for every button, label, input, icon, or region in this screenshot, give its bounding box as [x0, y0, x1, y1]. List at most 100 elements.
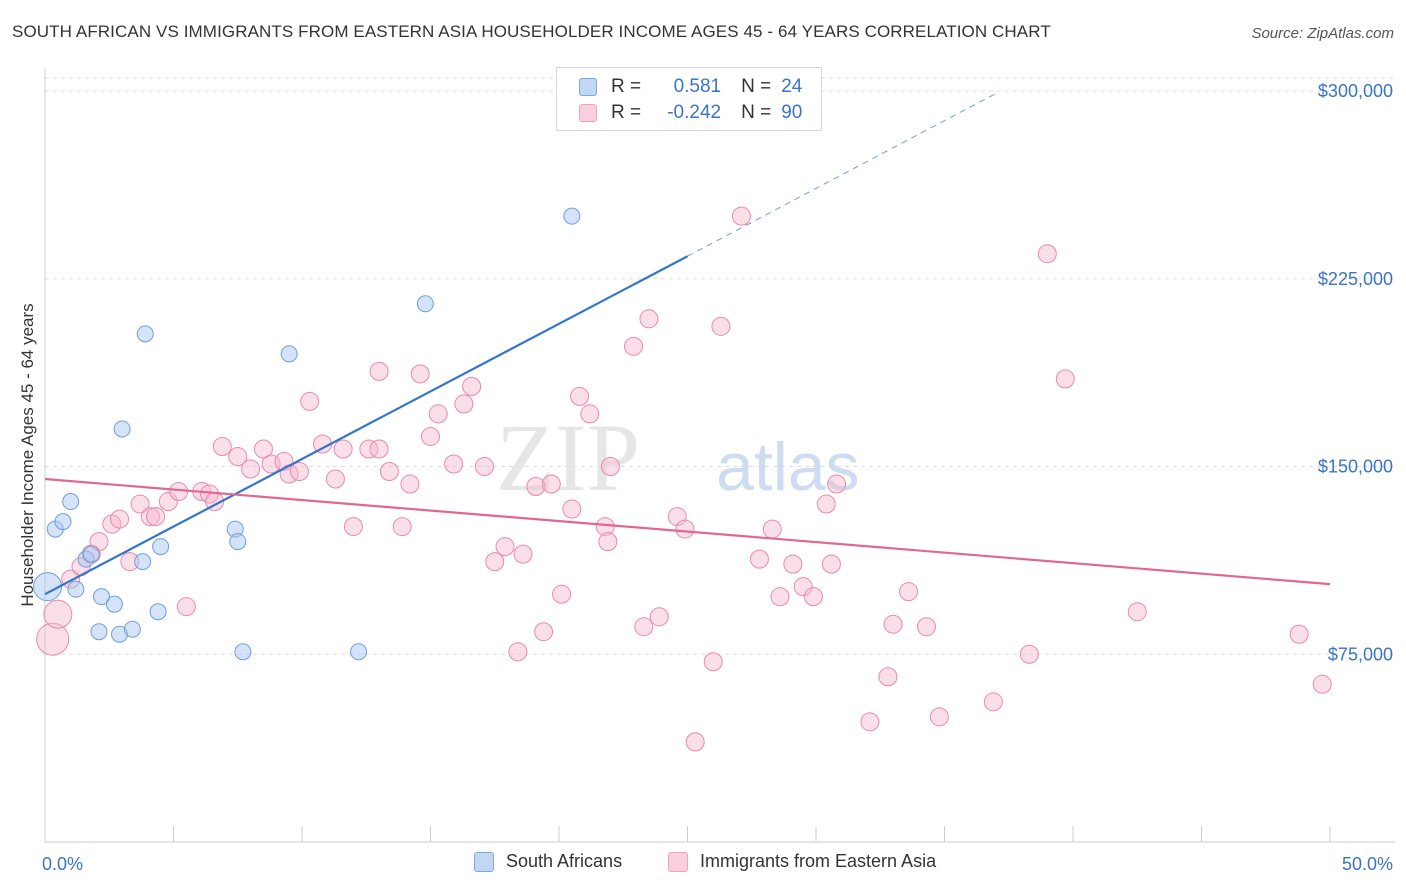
data-point-eastern-asia: [289, 462, 309, 482]
data-point-eastern-asia: [783, 554, 803, 574]
data-point-eastern-asia: [803, 587, 823, 607]
data-point-eastern-asia: [325, 469, 345, 489]
data-point-south-africans: [152, 538, 170, 556]
n-value: 90: [781, 102, 803, 123]
y-tick-label: $300,000: [1318, 81, 1393, 101]
data-point-eastern-asia: [1127, 602, 1147, 622]
data-point-eastern-asia: [36, 622, 70, 656]
data-point-south-africans: [416, 295, 434, 313]
data-point-eastern-asia: [444, 454, 464, 474]
data-point-eastern-asia: [600, 457, 620, 476]
y-tick-label: $150,000: [1318, 457, 1393, 477]
data-point-south-africans: [62, 493, 80, 511]
data-point-eastern-asia: [570, 386, 590, 406]
trend-lines: [44, 93, 1331, 596]
data-point-eastern-asia: [369, 439, 389, 459]
chart-title: SOUTH AFRICAN VS IMMIGRANTS FROM EASTERN…: [12, 22, 1051, 41]
tick-labels: $75,000 $150,000 $225,000 $300,000 0.0% 50.0%: [42, 81, 1393, 874]
data-point-eastern-asia: [1055, 369, 1075, 389]
data-point-eastern-asia: [929, 707, 949, 727]
r-label: R =: [611, 76, 642, 97]
blue-swatch: [579, 78, 597, 96]
pink-swatch: [579, 104, 597, 122]
data-point-eastern-asia: [228, 446, 248, 466]
trend-line-eastern-asia: [44, 477, 1331, 586]
grid-lines: [45, 77, 1395, 655]
y-tick-label: $225,000: [1318, 269, 1393, 289]
data-point-eastern-asia: [392, 517, 412, 537]
data-point-eastern-asia: [343, 517, 363, 537]
watermark-atlas: atlas: [716, 429, 860, 505]
legend-item-south-africans: South Africans: [474, 851, 622, 872]
blue-swatch: [474, 851, 494, 872]
data-point-eastern-asia: [410, 364, 430, 384]
data-point-eastern-asia: [562, 499, 582, 519]
data-point-eastern-asia: [300, 391, 320, 411]
data-point-eastern-asia: [816, 494, 836, 514]
data-point-eastern-asia: [534, 622, 554, 642]
data-point-eastern-asia: [43, 599, 73, 629]
data-point-eastern-asia: [508, 642, 528, 662]
data-point-eastern-asia: [1019, 644, 1039, 664]
data-point-south-africans: [113, 420, 131, 438]
data-point-south-africans: [67, 580, 85, 598]
data-point-south-africans: [136, 325, 154, 343]
data-point-eastern-asia: [634, 617, 654, 637]
data-point-eastern-asia: [685, 732, 705, 752]
x-tick-label: 0.0%: [42, 854, 83, 874]
data-point-eastern-asia: [140, 507, 160, 527]
data-point-eastern-asia: [860, 712, 880, 732]
data-point-eastern-asia: [400, 474, 420, 494]
data-point-eastern-asia: [454, 394, 474, 414]
n-label: N =: [741, 102, 772, 123]
data-point-eastern-asia: [675, 519, 695, 539]
blue-series-points: [33, 207, 581, 661]
data-point-south-africans: [105, 595, 123, 613]
data-point-south-africans: [234, 643, 252, 661]
axes: [44, 68, 1395, 843]
y-tick-label: $75,000: [1328, 644, 1393, 664]
source-label: Source: ZipAtlas.com: [1251, 25, 1394, 42]
legend-row-south-africans: R = 0.581 N = 24: [579, 75, 802, 99]
correlation-legend: R = 0.581 N = 24 R = -0.242 N = 90: [556, 67, 822, 131]
data-point-eastern-asia: [598, 532, 618, 552]
n-value: 24: [781, 76, 803, 97]
trend-line-extension: [687, 93, 997, 257]
data-point-eastern-asia: [485, 552, 505, 572]
data-point-eastern-asia: [624, 336, 644, 356]
watermark: ZIP atlas: [496, 404, 860, 511]
data-point-eastern-asia: [130, 494, 150, 514]
data-point-south-africans: [229, 533, 247, 551]
data-point-south-africans: [123, 620, 141, 638]
data-point-eastern-asia: [176, 597, 196, 617]
data-point-eastern-asia: [649, 607, 669, 627]
data-point-eastern-asia: [762, 519, 782, 539]
trend-line-south-africans: [44, 255, 689, 596]
data-point-eastern-asia: [711, 316, 731, 336]
data-point-eastern-asia: [883, 614, 903, 634]
data-point-eastern-asia: [770, 587, 790, 607]
data-point-south-africans: [280, 345, 298, 363]
watermark-zip: ZIP: [496, 404, 640, 511]
data-point-eastern-asia: [827, 474, 847, 494]
r-value: -0.242: [667, 102, 722, 123]
r-value: 0.581: [673, 76, 722, 97]
pink-series-points: [36, 206, 1332, 752]
data-point-south-africans: [134, 553, 152, 571]
data-point-eastern-asia: [513, 544, 533, 564]
data-point-eastern-asia: [1037, 244, 1057, 264]
data-point-eastern-asia: [793, 577, 813, 597]
data-point-eastern-asia: [333, 439, 353, 459]
data-point-eastern-asia: [146, 507, 166, 527]
data-point-eastern-asia: [703, 652, 723, 672]
y-axis-label: Householder Income Ages 45 - 64 years: [18, 303, 37, 607]
data-point-eastern-asia: [526, 477, 546, 497]
data-point-south-africans: [90, 623, 108, 641]
data-point-eastern-asia: [639, 309, 659, 329]
data-point-south-africans: [350, 643, 368, 661]
legend-label: South Africans: [506, 851, 623, 871]
data-point-south-africans: [149, 603, 167, 621]
series-legend: South Africans Immigrants from Eastern A…: [0, 851, 1406, 877]
x-tick-label: 50.0%: [1342, 854, 1393, 874]
